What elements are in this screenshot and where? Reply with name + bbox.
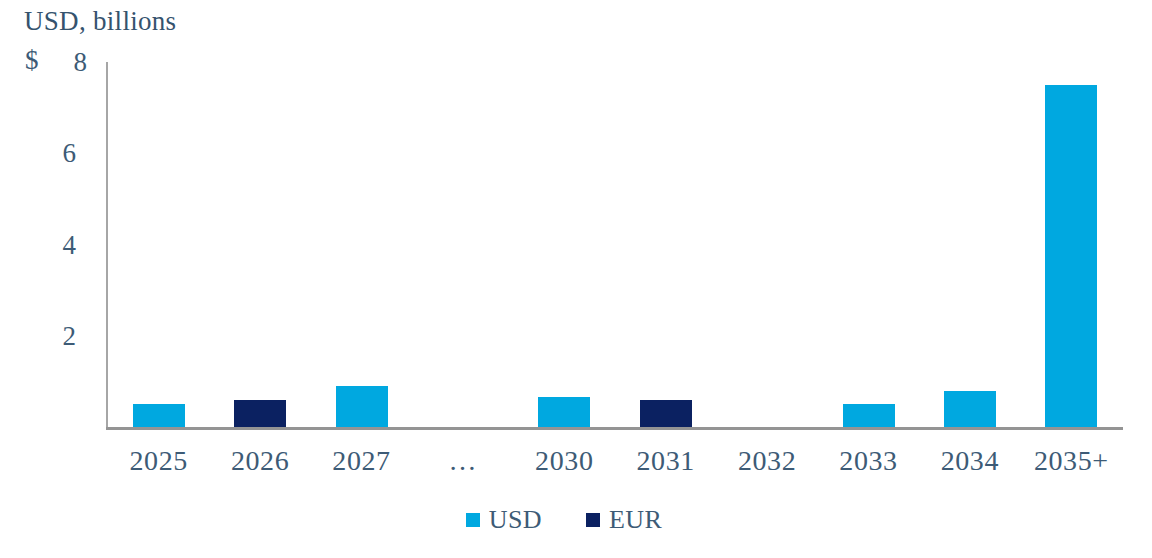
bar-2033-usd: [843, 404, 895, 427]
legend-swatch-usd: [466, 513, 480, 527]
chart-legend: USD EUR: [0, 506, 1128, 534]
currency-prefix-label: $: [25, 45, 39, 76]
bar-2034-usd: [944, 391, 996, 428]
x-tick-label-2035plus: 2035+: [1021, 444, 1122, 478]
bar-2030-usd: [538, 397, 590, 427]
y-tick-label: 2: [40, 320, 76, 352]
y-tick-label: 4: [40, 229, 76, 261]
x-tick-label-2033: 2033: [818, 444, 919, 478]
legend-label: USD: [489, 506, 542, 534]
x-tick-label-2027: 2027: [311, 444, 412, 478]
x-tick-label-2032: 2032: [716, 444, 817, 478]
x-tick-label-2025: 2025: [108, 444, 209, 478]
bar-2031-eur: [640, 400, 692, 427]
legend-item-usd: USD: [466, 506, 542, 534]
y-axis-line: [106, 62, 108, 427]
x-tick-label-2034: 2034: [919, 444, 1020, 478]
y-tick-label: 6: [40, 137, 76, 169]
chart-title: USD, billions: [24, 6, 176, 37]
x-tick-label-2031: 2031: [615, 444, 716, 478]
x-tick-label-2030: 2030: [514, 444, 615, 478]
bar-2026-eur: [234, 400, 286, 427]
bar-2025-usd: [133, 404, 185, 427]
x-tick-label-2026: 2026: [209, 444, 310, 478]
x-tick-label-…: …: [412, 444, 513, 478]
legend-item-eur: EUR: [586, 506, 662, 534]
bar-2027-usd: [336, 386, 388, 427]
legend-label: EUR: [609, 506, 662, 534]
x-axis-line: [106, 427, 1123, 430]
legend-swatch-eur: [586, 513, 600, 527]
bar-chart: USD, billions $ 2468 202520262027…203020…: [0, 0, 1152, 558]
y-tick-label: 8: [40, 46, 87, 78]
bar-2035+-usd: [1045, 85, 1097, 427]
